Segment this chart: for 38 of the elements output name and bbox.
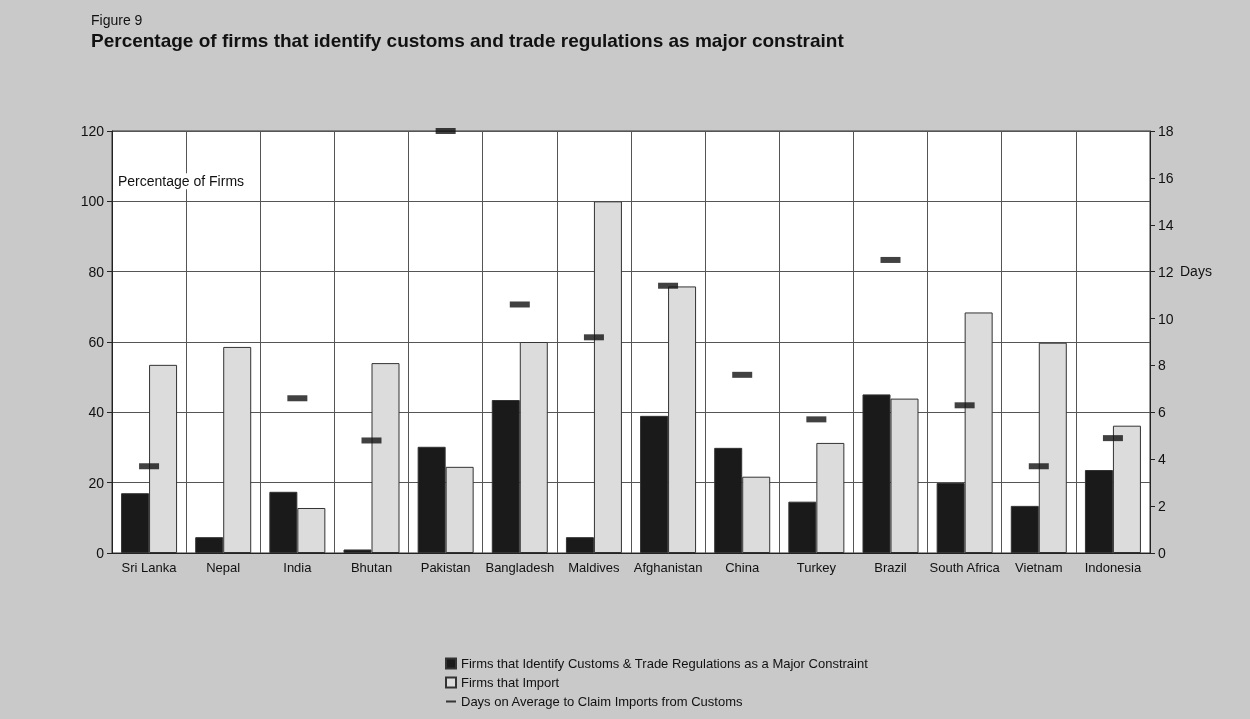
x-tick-label: China: [725, 560, 760, 575]
y2-tick-label: 0: [1158, 545, 1166, 561]
y-axis-title: Percentage of Firms: [118, 173, 245, 190]
y-tick-label: 60: [88, 334, 105, 350]
x-tick-label: Nepal: [206, 560, 241, 575]
y2-axis-title: Days: [1180, 262, 1212, 279]
y-tick-label: 40: [88, 404, 105, 421]
x-tick-label: Vietnam: [1015, 560, 1063, 575]
x-tick-label: Brazil: [874, 560, 907, 575]
chart-title: Percentage of firms that identify customs and trade regulations as major constraint: [91, 30, 845, 51]
legend-label: Firms that Import: [461, 675, 560, 690]
legend-label: Firms that Identify Customs & Trade Regulations as a Major Constraint: [461, 656, 869, 671]
y2-tick-label: 2: [1158, 498, 1166, 515]
y2-tick-label: 18: [1158, 123, 1174, 139]
x-tick-label: South Africa: [929, 560, 1001, 575]
x-tick-label: Sri Lanka: [121, 560, 178, 575]
y2-tick-label: 4: [1158, 451, 1166, 468]
y-tick-label: 0: [96, 545, 105, 561]
x-tick-label: India: [283, 560, 313, 575]
chart-subtitle: Figure 9: [91, 12, 143, 28]
x-tick-label: Afghanistan: [633, 560, 703, 575]
y-tick-label: 100: [80, 193, 105, 210]
legend-label: Days on Average to Claim Imports from Customs: [461, 694, 744, 709]
y2-tick-label: 6: [1158, 404, 1166, 421]
x-tick-label: Indonesia: [1084, 560, 1142, 575]
y-tick-label: 20: [88, 474, 105, 491]
y2-tick-label: 12: [1158, 263, 1174, 280]
y2-tick-label: 8: [1158, 357, 1166, 374]
x-tick-label: Pakistan: [420, 560, 471, 575]
y2-tick-label: 14: [1158, 216, 1174, 233]
x-tick-label: Maldives: [568, 560, 621, 575]
y-tick-label: 80: [88, 263, 105, 280]
x-tick-label: Bangladesh: [485, 560, 555, 575]
x-tick-label: Bhutan: [350, 560, 393, 575]
y-tick-label: 120: [80, 123, 105, 139]
x-tick-label: Turkey: [796, 560, 837, 575]
y2-tick-label: 16: [1158, 169, 1174, 186]
y2-tick-label: 10: [1158, 310, 1174, 327]
